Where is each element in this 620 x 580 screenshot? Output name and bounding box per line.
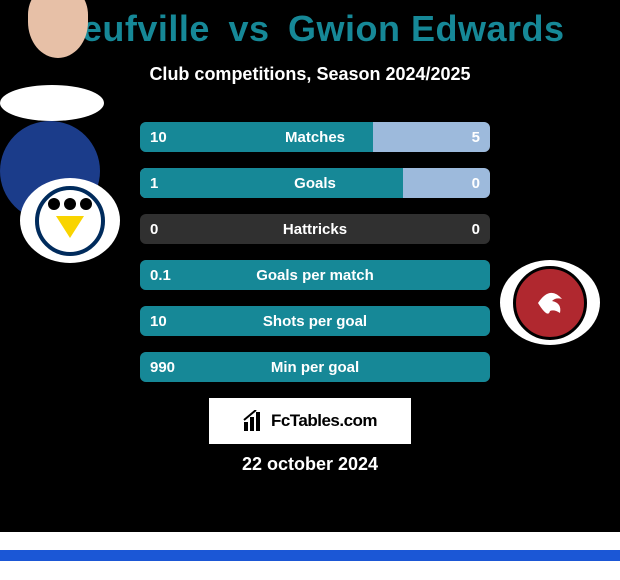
stat-row: 990Min per goal <box>140 352 490 382</box>
comparison-chart: 105Matches 10Goals 00Hattricks 0.1Goals per… <box>140 122 490 398</box>
bar-chart-icon <box>243 410 265 432</box>
player1-club-crest <box>20 178 120 263</box>
brand-badge: FcTables.com <box>209 398 411 444</box>
footer-date: 22 october 2024 <box>0 454 620 475</box>
stat-label: Goals per match <box>140 260 490 290</box>
stat-row: 10Shots per goal <box>140 306 490 336</box>
player2-club-crest <box>500 260 600 345</box>
stat-row: 00Hattricks <box>140 214 490 244</box>
subtitle: Club competitions, Season 2024/2025 <box>0 64 620 85</box>
comparison-title: Neufville vs Gwion Edwards <box>0 0 620 50</box>
stat-label: Matches <box>140 122 490 152</box>
morecambe-crest-icon <box>513 266 587 340</box>
player1-avatar <box>0 85 104 121</box>
title-player2: Gwion Edwards <box>288 8 565 49</box>
afc-wimbledon-crest-icon <box>35 186 105 256</box>
title-vs: vs <box>228 8 269 49</box>
stat-label: Hattricks <box>140 214 490 244</box>
stat-label: Min per goal <box>140 352 490 382</box>
stat-row: 0.1Goals per match <box>140 260 490 290</box>
stat-label: Shots per goal <box>140 306 490 336</box>
brand-text: FcTables.com <box>271 411 377 431</box>
stat-row: 10Goals <box>140 168 490 198</box>
stat-label: Goals <box>140 168 490 198</box>
stat-row: 105Matches <box>140 122 490 152</box>
